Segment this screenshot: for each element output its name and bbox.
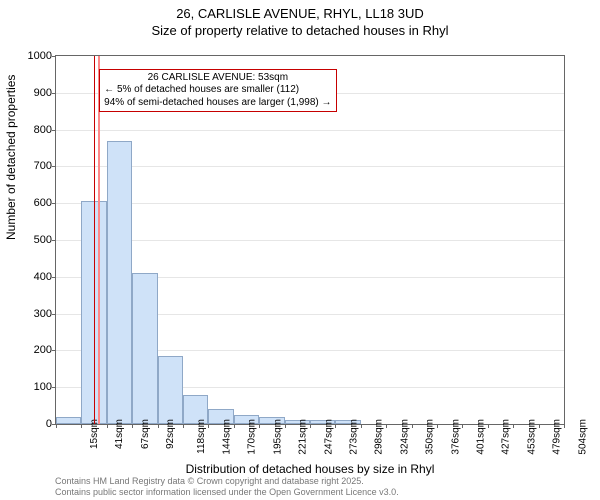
ytick [52,93,56,94]
xtick-label: 324sqm [399,419,410,455]
ytick-label: 100 [2,381,52,393]
footer-line-2: Contains public sector information licen… [55,487,399,498]
xtick [310,424,311,428]
xtick-label: 41sqm [114,419,125,449]
ytick-label: 1000 [2,50,52,62]
ytick [52,130,56,131]
ytick-label: 700 [2,160,52,172]
xtick-label: 221sqm [298,419,309,455]
annotation-line: 94% of semi-detached houses are larger (… [104,97,331,110]
xtick [208,424,209,428]
xtick [259,424,260,428]
xtick [564,424,565,428]
title-block: 26, CARLISLE AVENUE, RHYL, LL18 3UD Size… [0,0,600,38]
xtick [437,424,438,428]
gridline [56,203,564,204]
histogram-bar [56,417,81,424]
ytick [52,277,56,278]
xtick-label: 170sqm [247,419,258,455]
xtick [412,424,413,428]
ytick [52,350,56,351]
ytick [52,387,56,388]
gridline [56,166,564,167]
annotation-line: 26 CARLISLE AVENUE: 53sqm [104,72,331,85]
xtick-label: 504sqm [577,419,588,455]
xtick-label: 427sqm [501,419,512,455]
ytick-label: 800 [2,124,52,136]
xtick [513,424,514,428]
xtick-label: 247sqm [323,419,334,455]
ytick-label: 400 [2,271,52,283]
plot-area: 0100200300400500600700800900100015sqm41s… [55,55,565,425]
xtick [386,424,387,428]
xtick-label: 195sqm [272,419,283,455]
ytick-label: 300 [2,308,52,320]
gridline [56,240,564,241]
xtick-label: 67sqm [140,419,151,449]
xtick [361,424,362,428]
ytick [52,166,56,167]
chart-container: 26, CARLISLE AVENUE, RHYL, LL18 3UD Size… [0,0,600,500]
xtick [158,424,159,428]
xtick-label: 376sqm [450,419,461,455]
xtick-label: 298sqm [374,419,385,455]
xtick [183,424,184,428]
chart-title-sub: Size of property relative to detached ho… [0,23,600,38]
annotation-box: 26 CARLISLE AVENUE: 53sqm← 5% of detache… [99,69,336,113]
histogram-bar [107,141,132,424]
ytick [52,240,56,241]
gridline [56,130,564,131]
annotation-line: ← 5% of detached houses are smaller (112… [104,84,331,97]
xtick [56,424,57,428]
ytick-label: 0 [2,418,52,430]
xtick-label: 453sqm [526,419,537,455]
xtick [234,424,235,428]
ytick-label: 900 [2,87,52,99]
xtick-label: 479sqm [552,419,563,455]
xtick [132,424,133,428]
xtick [488,424,489,428]
chart-title-main: 26, CARLISLE AVENUE, RHYL, LL18 3UD [0,6,600,21]
histogram-bar [158,356,183,424]
ytick [52,203,56,204]
xtick-label: 144sqm [222,419,233,455]
xtick-label: 118sqm [195,419,206,454]
xtick [335,424,336,428]
y-axis-label: Number of detached properties [4,75,18,240]
footer-line-1: Contains HM Land Registry data © Crown c… [55,476,399,487]
attribution-footer: Contains HM Land Registry data © Crown c… [55,476,399,498]
ytick-label: 500 [2,234,52,246]
ytick [52,56,56,57]
xtick [81,424,82,428]
x-axis-label: Distribution of detached houses by size … [55,462,565,476]
ytick-label: 600 [2,197,52,209]
xtick-label: 273sqm [349,419,360,455]
histogram-bar [132,273,157,424]
ytick-label: 200 [2,344,52,356]
xtick-label: 350sqm [425,419,436,455]
xtick [285,424,286,428]
xtick-label: 401sqm [476,419,487,455]
property-marker-line [94,56,95,424]
xtick [539,424,540,428]
xtick [462,424,463,428]
xtick-label: 92sqm [165,419,176,449]
xtick [107,424,108,428]
ytick [52,314,56,315]
